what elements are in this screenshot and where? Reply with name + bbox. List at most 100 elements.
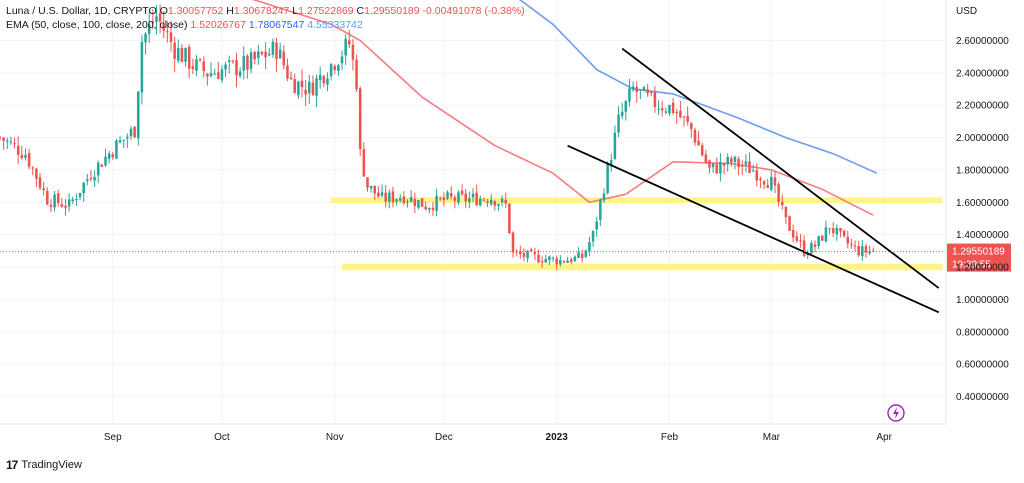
candle-body: [602, 193, 606, 201]
candle-body: [486, 201, 489, 203]
candle-body: [227, 60, 231, 63]
candle-body: [166, 31, 169, 33]
candle-body: [282, 51, 286, 66]
x-tick-label: Apr: [876, 432, 892, 443]
candle-body: [235, 60, 238, 76]
candle-body: [24, 155, 27, 158]
candle-body: [846, 236, 850, 244]
high-label: H: [226, 5, 234, 17]
candle-body: [733, 156, 737, 163]
candle-body: [449, 192, 453, 197]
candle-body: [650, 92, 653, 94]
tradingview-mark-icon: 17: [6, 458, 18, 472]
candle-body: [526, 250, 529, 259]
candle-body: [722, 163, 726, 166]
candle-body: [693, 129, 697, 143]
candle-body: [690, 123, 693, 130]
price-axis[interactable]: USD 2.60000000 2.40000000 2.20000000 2.00000…: [945, 0, 1009, 424]
change-value: -0.00491078 (-0.38%): [422, 5, 525, 17]
candle-body: [249, 52, 253, 70]
candle-body: [657, 108, 660, 110]
candle-body: [475, 192, 478, 206]
candle-body: [857, 246, 860, 256]
candle-body: [446, 192, 449, 199]
candle-body: [217, 72, 220, 80]
candle-body: [0, 137, 2, 139]
candle-body: [668, 104, 671, 114]
candle-body: [329, 64, 333, 77]
candle-body: [751, 170, 755, 172]
y-tick-label: 2.60000000: [956, 36, 1009, 47]
candle-body: [20, 155, 24, 159]
x-tick-label: Oct: [214, 432, 230, 443]
candle-body: [388, 192, 391, 202]
ema100-line: [518, 0, 878, 174]
candle-body: [617, 114, 620, 133]
candle-body: [213, 73, 216, 75]
candle-body: [31, 167, 35, 169]
ema-row: EMA (50, close, 100, close, 200, close) …: [6, 18, 525, 32]
tradingview-name: TradingView: [21, 459, 82, 471]
candle-body: [511, 232, 515, 253]
candle-body: [351, 44, 355, 60]
candle-body: [831, 228, 835, 234]
candle-body: [599, 199, 602, 220]
candle-body: [770, 176, 773, 190]
candle-body: [595, 221, 598, 230]
last-price-label: 1.29550189: [952, 247, 1005, 258]
candle-body: [620, 111, 624, 117]
candle-body: [861, 246, 864, 257]
candle-body: [104, 156, 107, 166]
candle-body: [559, 259, 562, 265]
candle-body: [75, 198, 78, 200]
candle-body: [267, 53, 271, 56]
candle-body: [358, 88, 362, 149]
candle-body: [700, 145, 704, 156]
candle-body: [187, 47, 191, 69]
candle-body: [533, 251, 537, 255]
close-value: 1.29550189: [364, 5, 420, 17]
candle-body: [580, 253, 584, 259]
candle-body: [311, 82, 315, 96]
candle-body: [202, 61, 206, 72]
candle-body: [791, 229, 795, 238]
candle-body: [206, 73, 209, 77]
candle-body: [42, 188, 45, 190]
low-label: L: [292, 5, 299, 17]
candle-body: [71, 199, 75, 202]
candle-body: [540, 261, 544, 263]
candle-body: [89, 178, 93, 180]
symbol-label[interactable]: Luna / U.S. Dollar, 1D, CRYPTO: [6, 5, 157, 17]
candle-body: [115, 140, 118, 159]
y-tick-label: 0.60000000: [956, 360, 1009, 371]
candle-body: [588, 242, 591, 251]
tradingview-logo[interactable]: 17 TradingView: [6, 458, 82, 472]
y-tick-label: 0.80000000: [956, 327, 1009, 338]
candle-body: [591, 230, 595, 242]
ema50-value: 1.52026767: [190, 19, 246, 31]
candle-body: [326, 78, 329, 85]
ema100-value: 1.78067547: [248, 19, 305, 31]
candle-body: [96, 162, 100, 176]
candle-body: [16, 145, 20, 155]
candle-body: [529, 249, 533, 252]
candle-body: [191, 66, 195, 70]
time-axis[interactable]: Sep Oct Nov Dec 2023 Feb Mar Apr: [0, 423, 946, 443]
y-tick-label: 0.40000000: [956, 392, 1009, 403]
y-tick-label: 1.20000000: [956, 263, 1009, 274]
candle-body: [315, 78, 318, 96]
candle-body: [675, 111, 679, 114]
candle-body: [231, 60, 235, 62]
candle-body: [253, 52, 256, 60]
candle-body: [453, 197, 457, 201]
ema-label[interactable]: EMA (50, close, 100, close, 200, close): [6, 19, 188, 31]
candle-body: [431, 207, 435, 211]
candle-body: [551, 257, 555, 259]
candle-body: [275, 42, 278, 59]
candle-body: [817, 236, 820, 247]
candle-body: [784, 206, 788, 218]
y-tick-label: 2.40000000: [956, 68, 1009, 79]
candle-body: [711, 163, 715, 168]
